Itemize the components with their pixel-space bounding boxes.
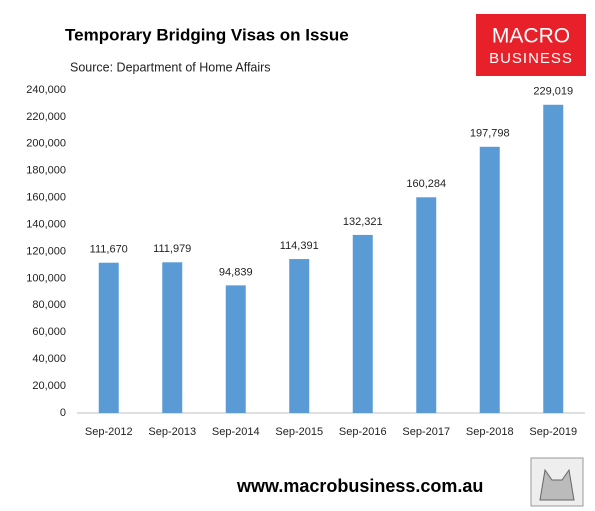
y-tick-label: 160,000 xyxy=(26,192,66,204)
bar xyxy=(225,285,246,413)
data-label: 197,798 xyxy=(470,128,510,140)
y-tick-label: 240,000 xyxy=(26,84,66,96)
chart-subtitle: Source: Department of Home Affairs xyxy=(70,60,271,74)
data-label: 229,019 xyxy=(533,86,573,98)
data-label: 111,979 xyxy=(153,243,191,255)
x-tick-label: Sep-2017 xyxy=(402,426,450,438)
x-tick-label: Sep-2013 xyxy=(148,426,196,438)
bar xyxy=(543,104,564,413)
x-tick-label: Sep-2019 xyxy=(529,426,577,438)
y-tick-label: 200,000 xyxy=(26,138,66,150)
logo-text: BUSINESS xyxy=(489,50,573,67)
bar xyxy=(98,262,119,413)
y-tick-label: 100,000 xyxy=(26,272,66,284)
data-label: 94,839 xyxy=(219,266,253,278)
x-tick-label: Sep-2014 xyxy=(212,426,260,438)
x-tick-label: Sep-2015 xyxy=(275,426,323,438)
y-tick-label: 60,000 xyxy=(32,326,66,338)
data-label: 114,391 xyxy=(280,240,319,252)
y-tick-label: 120,000 xyxy=(26,245,66,257)
data-label: 132,321 xyxy=(343,216,383,228)
data-label: 160,284 xyxy=(406,178,446,190)
x-tick-label: Sep-2012 xyxy=(85,426,133,438)
x-tick-label: Sep-2018 xyxy=(466,426,514,438)
logo-box xyxy=(476,14,586,76)
y-tick-label: 40,000 xyxy=(32,353,66,365)
bar xyxy=(352,234,373,413)
y-tick-label: 140,000 xyxy=(26,218,66,230)
bar xyxy=(162,262,183,413)
bar xyxy=(289,259,310,413)
bar xyxy=(416,197,437,413)
y-tick-label: 180,000 xyxy=(26,165,66,177)
y-tick-label: 0 xyxy=(60,407,66,419)
logo-text: MACRO xyxy=(492,25,570,48)
y-tick-label: 20,000 xyxy=(32,380,66,392)
footer: www.macrobusiness.com.au xyxy=(236,476,483,496)
chart-title: Temporary Bridging Visas on Issue xyxy=(65,25,349,44)
data-label: 111,670 xyxy=(90,244,128,256)
y-tick-label: 220,000 xyxy=(26,111,66,123)
x-tick-label: Sep-2016 xyxy=(339,426,387,438)
y-tick-label: 80,000 xyxy=(32,299,66,311)
wolf-logo xyxy=(539,468,575,501)
bar xyxy=(479,146,500,413)
